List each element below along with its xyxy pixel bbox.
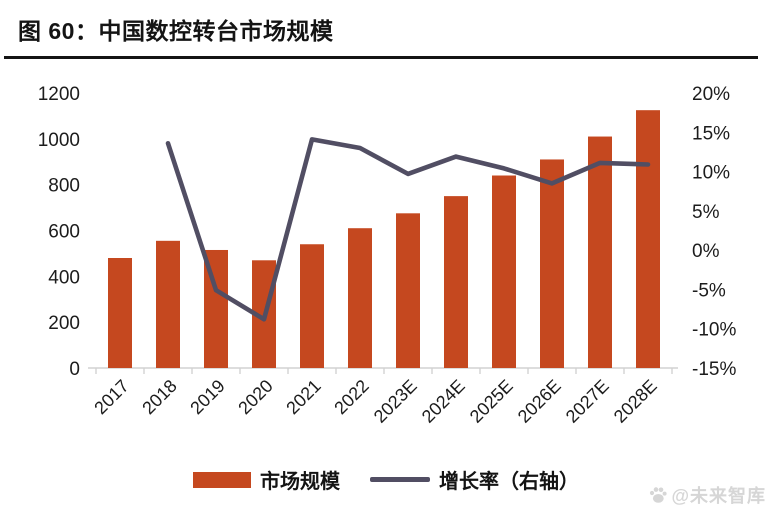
x-axis-label: 2022 — [330, 376, 372, 418]
market-size-bar — [156, 240, 180, 368]
x-axis-label: 2025E — [466, 376, 517, 427]
x-axis-label: 2017 — [90, 376, 132, 418]
x-axis-label: 2024E — [418, 376, 469, 427]
x-axis-label: 2026E — [514, 376, 565, 427]
growth-rate-line — [165, 137, 651, 322]
right-axis-tick-label: 20% — [692, 84, 730, 105]
chart-legend: 市场规模 增长率（右轴） — [0, 465, 772, 494]
left-axis-tick-label: 400 — [48, 267, 80, 288]
x-axis-label: 2027E — [562, 376, 613, 427]
market-size-bar — [588, 136, 612, 368]
market-size-bar — [636, 110, 660, 368]
market-size-bar — [300, 244, 324, 368]
left-axis-tick-label: 1000 — [38, 130, 80, 151]
x-axis-label: 2018 — [138, 376, 180, 418]
legend-item-growth-rate: 增长率（右轴） — [370, 465, 579, 494]
left-axis-tick-label: 800 — [48, 176, 80, 197]
bar-series-swatch — [193, 471, 251, 488]
right-axis-tick-label: -5% — [692, 280, 726, 301]
right-axis-tick-label: -10% — [692, 320, 736, 341]
x-axis-label: 2023E — [370, 376, 421, 427]
paw-icon — [650, 487, 668, 503]
legend-label-market-size: 市场规模 — [260, 471, 340, 493]
x-axis-label: 2028E — [610, 376, 661, 427]
legend-label-growth-rate: 增长率（右轴） — [439, 471, 579, 493]
left-axis-tick-label: 1200 — [38, 84, 80, 105]
market-size-bar — [444, 196, 468, 368]
x-axis-label: 2021 — [282, 376, 324, 418]
left-axis-tick-label: 0 — [69, 359, 80, 380]
watermark-text: @未来智库 — [671, 486, 766, 506]
market-size-bar — [540, 159, 564, 368]
right-axis-tick-label: -15% — [692, 359, 736, 380]
title-underline — [4, 56, 758, 59]
x-axis-label: 2020 — [234, 376, 276, 418]
market-size-bar — [108, 258, 132, 368]
market-size-bar — [348, 228, 372, 368]
x-axis-label: 2019 — [186, 376, 228, 418]
right-axis-tick-label: 0% — [692, 241, 720, 262]
line-series-swatch — [370, 477, 430, 482]
watermark: @未来智库 — [648, 482, 766, 508]
right-axis-tick-label: 15% — [692, 123, 730, 144]
figure-title: 图 60：中国数控转台市场规模 — [18, 18, 334, 44]
market-size-bar — [492, 175, 516, 368]
right-axis-tick-label: 5% — [692, 202, 720, 223]
legend-item-market-size: 市场规模 — [193, 465, 340, 494]
left-axis-tick-label: 600 — [48, 222, 80, 243]
left-axis-tick-label: 200 — [48, 313, 80, 334]
right-axis-tick-label: 10% — [692, 163, 730, 184]
market-size-bar — [396, 213, 420, 368]
